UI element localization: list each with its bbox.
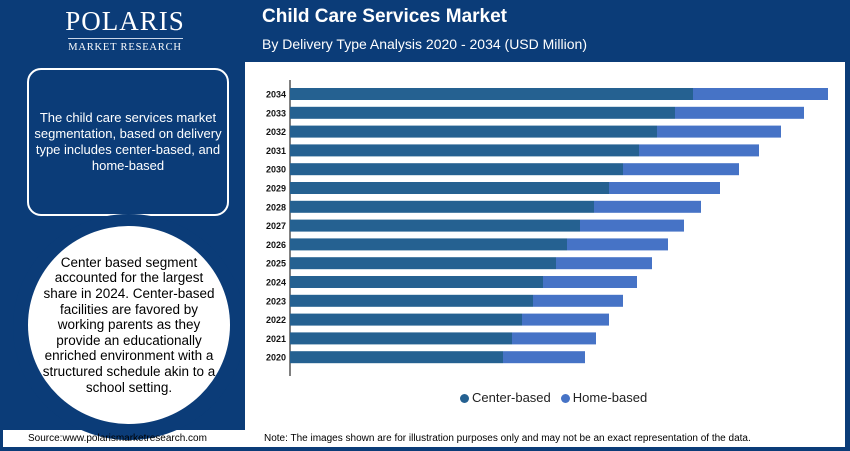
bar-center-based-2023: [290, 294, 533, 307]
legend-swatch-home-based: [560, 394, 570, 404]
bar-home-based-2021: [512, 332, 596, 345]
bar-center-based-2021: [290, 332, 512, 345]
segmentation-info-box: The child care services market segmentat…: [27, 68, 229, 216]
legend-swatch-center-based: [460, 394, 469, 404]
bar-center-based-2027: [290, 219, 580, 232]
bar-home-based-2029: [609, 182, 720, 194]
bar-home-based-2034: [693, 88, 828, 100]
bar-home-based-2024: [543, 276, 637, 288]
highlight-text: Center based segment accounted for the l…: [42, 254, 216, 395]
polaris-logo: POLARIS MARKET RESEARCH: [0, 6, 250, 53]
year-tick-label: 2033: [266, 108, 286, 118]
bar-center-based-2022: [290, 313, 522, 326]
bar-home-based-2020: [503, 351, 585, 364]
bar-home-based-2030: [623, 163, 739, 176]
year-tick-label: 2032: [266, 127, 286, 137]
bar-center-based-2030: [290, 163, 623, 176]
year-tick-label: 2026: [266, 240, 286, 250]
legend-item-center-based: Center-based: [460, 390, 551, 405]
page-subtitle: By Delivery Type Analysis 2020 - 2034 (U…: [262, 36, 587, 52]
chart-legend: Center-based Home-based: [460, 390, 647, 405]
year-tick-label: 2023: [266, 296, 286, 306]
segmentation-info-text: The child care services market segmentat…: [34, 110, 222, 173]
bar-home-based-2026: [567, 238, 668, 251]
legend-item-home-based: Home-based: [560, 390, 648, 405]
year-tick-label: 2031: [266, 146, 286, 156]
legend-label-center-based: Center-based: [472, 390, 551, 405]
year-tick-label: 2029: [266, 184, 286, 194]
bar-center-based-2020: [290, 351, 503, 364]
disclaimer-note: Note: The images shown are for illustrat…: [264, 433, 751, 444]
year-tick-label: 2025: [266, 259, 286, 269]
bar-center-based-2033: [290, 106, 675, 119]
bar-home-based-2023: [533, 294, 623, 307]
year-tick-label: 2027: [266, 221, 286, 231]
source-text: Source:www.polarismarketresearch.com: [28, 433, 207, 444]
bar-center-based-2031: [290, 144, 639, 157]
bar-home-based-2033: [675, 106, 804, 119]
bar-center-based-2028: [290, 200, 594, 213]
bar-center-based-2032: [290, 125, 657, 138]
page-title: Child Care Services Market: [262, 6, 508, 27]
bar-home-based-2031: [639, 144, 759, 157]
logo-divider: [67, 38, 183, 39]
bar-center-based-2029: [290, 182, 609, 194]
year-tick-label: 2021: [266, 334, 286, 344]
bar-center-based-2025: [290, 257, 556, 270]
logo-sub-text: MARKET RESEARCH: [68, 42, 182, 53]
year-tick-label: 2022: [266, 315, 286, 325]
bar-center-based-2034: [290, 88, 693, 100]
highlight-circle: Center based segment accounted for the l…: [28, 226, 230, 424]
year-tick-label: 2020: [266, 353, 286, 363]
year-tick-label: 2024: [266, 278, 286, 288]
logo-main-text: POLARIS: [65, 6, 185, 36]
stacked-bar-chart: 2034 2033 2032 2031 2030 2029 2028 2027 2026 2025…: [266, 80, 828, 376]
bar-home-based-2022: [522, 313, 609, 326]
bar-home-based-2028: [594, 200, 701, 213]
legend-label-home-based: Home-based: [572, 390, 648, 405]
year-tick-label: 2030: [266, 165, 286, 175]
bar-center-based-2026: [290, 238, 567, 251]
bar-center-based-2024: [290, 276, 543, 288]
year-tick-label: 2028: [266, 202, 286, 212]
year-tick-label: 2034: [266, 90, 286, 100]
bar-home-based-2032: [657, 125, 781, 138]
bar-home-based-2027: [580, 219, 684, 232]
bar-home-based-2025: [556, 257, 652, 270]
